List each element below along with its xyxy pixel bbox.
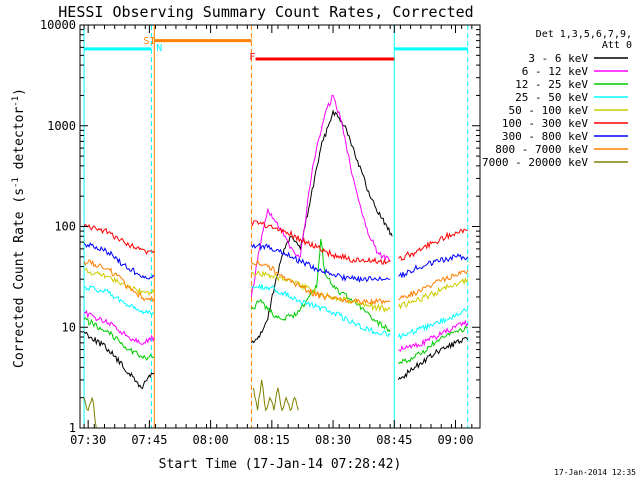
series-line-6-1 xyxy=(250,242,391,283)
x-tick-label-3: 08:15 xyxy=(254,433,290,447)
legend-label-8: 7000 - 20000 keV xyxy=(482,156,588,169)
x-tick-label-5: 08:45 xyxy=(376,433,412,447)
series-line-0-0 xyxy=(83,331,155,390)
series-line-6-2 xyxy=(398,253,469,279)
series-line-6-0 xyxy=(83,242,155,280)
series-line-0-2 xyxy=(397,336,469,381)
legend-title-1: Att 0 xyxy=(602,40,632,51)
series-line-3-1 xyxy=(251,283,391,338)
x-axis-label: Start Time (17-Jan-14 07:28:42) xyxy=(159,457,402,472)
x-tick-label-2: 08:00 xyxy=(193,433,229,447)
series-line-1-1 xyxy=(250,94,391,297)
series-line-7-2 xyxy=(398,269,469,300)
series-line-3-0 xyxy=(83,284,155,316)
x-tick-label-6: 09:00 xyxy=(437,433,473,447)
legend-label-7: 800 - 7000 keV xyxy=(495,143,588,156)
y-axis-label-part: ) xyxy=(12,88,27,96)
series-line-1-0 xyxy=(83,309,155,345)
x-tick-label-0: 07:30 xyxy=(70,433,106,447)
y-axis-label: Corrected Count Rate (s-1 detector-1) xyxy=(11,88,27,368)
series-line-4-1 xyxy=(251,270,391,313)
timestamp: 17-Jan-2014 12:35 xyxy=(554,468,636,477)
series-line-2-2 xyxy=(398,325,469,365)
legend-label-6: 300 - 800 keV xyxy=(502,130,588,143)
series-line-8-0 xyxy=(83,397,97,429)
series-line-5-0 xyxy=(83,223,155,255)
legend-label-5: 100 - 300 keV xyxy=(502,117,588,130)
series-line-1-2 xyxy=(398,319,469,352)
axes: 1 10 100 1000 10000 07:30 07:45 08:00 08:15 08:30… xyxy=(40,18,480,447)
y-axis-label-superscript: -1 xyxy=(11,177,21,188)
y-axis-label-part: Corrected Count Rate (s xyxy=(12,188,27,368)
y-tick-label-4: 10000 xyxy=(40,18,76,32)
legend-title-0: Det 1,3,5,6,7,9, xyxy=(536,29,632,40)
series-line-5-2 xyxy=(397,228,468,262)
legend-label-1: 6 - 12 keV xyxy=(522,65,589,78)
y-tick-label-3: 1000 xyxy=(47,119,76,133)
legend-label-4: 50 - 100 keV xyxy=(509,104,589,117)
legend-label-3: 25 - 50 keV xyxy=(515,91,588,104)
y-tick-label-1: 10 xyxy=(62,320,76,334)
x-tick-label-4: 08:30 xyxy=(315,433,351,447)
series-line-2-0 xyxy=(83,316,155,361)
plot-area: SIN F xyxy=(83,25,469,429)
y-tick-label-2: 100 xyxy=(54,220,76,234)
state-label-si: SI xyxy=(143,36,155,47)
series-line-4-2 xyxy=(397,276,469,310)
series-line-7-1 xyxy=(250,259,391,306)
state-label-f: F xyxy=(249,52,255,63)
series-line-8-1 xyxy=(253,379,299,412)
y-axis-label-part: detector xyxy=(12,107,27,178)
series-line-7-0 xyxy=(83,259,155,303)
series-line-4-0 xyxy=(83,267,155,297)
legend-label-0: 3 - 6 keV xyxy=(528,52,588,65)
chart-title: HESSI Observing Summary Count Rates, Cor… xyxy=(58,3,473,21)
y-axis-label-superscript: -1 xyxy=(11,96,21,107)
legend-label-2: 12 - 25 keV xyxy=(515,78,588,91)
series-line-5-1 xyxy=(250,220,391,265)
state-label-n: N xyxy=(156,43,162,54)
series-line-3-2 xyxy=(397,307,469,341)
y-tick-label-0: 1 xyxy=(69,421,76,435)
x-tick-label-1: 07:45 xyxy=(131,433,167,447)
